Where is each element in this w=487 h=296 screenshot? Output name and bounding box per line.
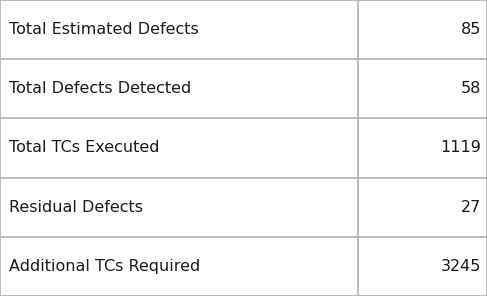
Text: 85: 85 — [461, 22, 481, 37]
Text: Additional TCs Required: Additional TCs Required — [9, 259, 200, 274]
Text: Total Defects Detected: Total Defects Detected — [9, 81, 191, 96]
Text: 1119: 1119 — [440, 141, 481, 155]
Text: 27: 27 — [461, 200, 481, 215]
Text: Residual Defects: Residual Defects — [9, 200, 143, 215]
Text: 58: 58 — [461, 81, 481, 96]
Text: Total TCs Executed: Total TCs Executed — [9, 141, 159, 155]
Text: 3245: 3245 — [441, 259, 481, 274]
Text: Total Estimated Defects: Total Estimated Defects — [9, 22, 199, 37]
